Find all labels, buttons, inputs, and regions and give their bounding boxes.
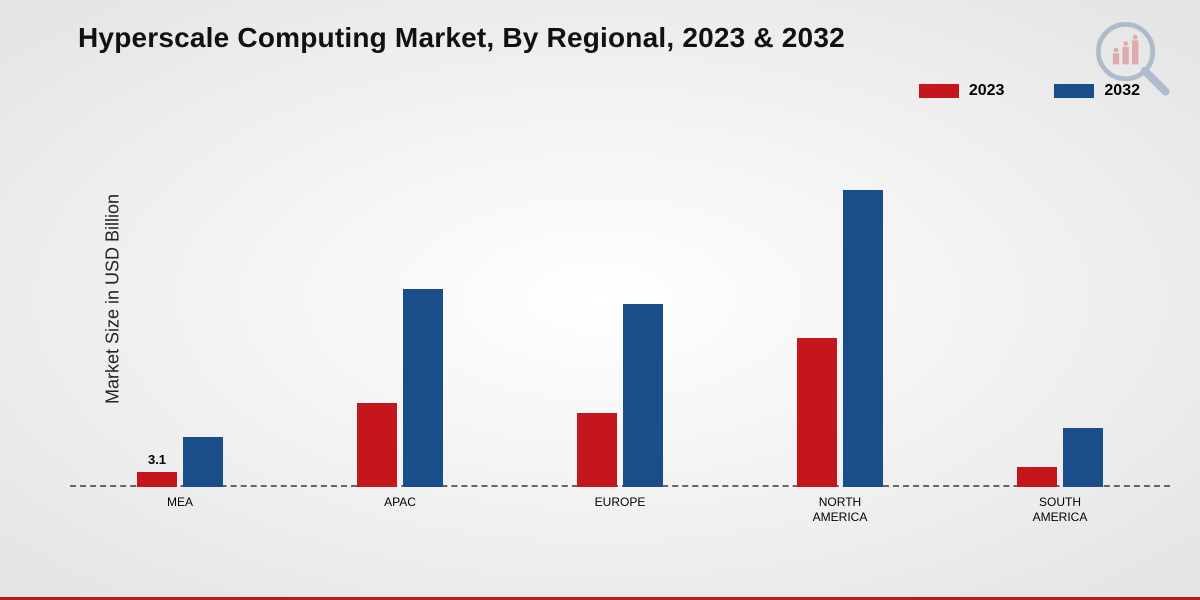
legend-item-2032: 2032	[1054, 82, 1140, 100]
bar-series2	[403, 289, 443, 487]
plot-area: 3.1 MEA APAC EUROPE NORTHAMERICA SOUTHAMERIC…	[70, 140, 1170, 527]
x-axis-tick-label: NORTHAMERICA	[780, 491, 900, 527]
bar-group	[577, 140, 663, 487]
bar-series2	[623, 304, 663, 487]
bar-series1	[797, 338, 837, 487]
legend-swatch-2032	[1054, 84, 1094, 98]
bar-groups: 3.1	[70, 140, 1170, 487]
bar-group: 3.1	[137, 140, 223, 487]
x-axis-tick-label: APAC	[340, 491, 460, 527]
bar-series1	[577, 413, 617, 487]
x-axis-tick-label: EUROPE	[560, 491, 680, 527]
chart-canvas: Hyperscale Computing Market, By Regional…	[0, 0, 1200, 600]
bar-value-label: 3.1	[148, 452, 166, 467]
legend-label-2023: 2023	[969, 82, 1005, 100]
legend-label-2032: 2032	[1104, 82, 1140, 100]
x-axis-tick-label: MEA	[120, 491, 240, 527]
chart-title: Hyperscale Computing Market, By Regional…	[78, 22, 845, 54]
bar-series1	[1017, 467, 1057, 487]
legend: 2023 2032	[919, 82, 1140, 100]
x-axis-tick-label: SOUTHAMERICA	[1000, 491, 1120, 527]
bar-group	[1017, 140, 1103, 487]
bar-group	[797, 140, 883, 487]
bar-series2	[1063, 428, 1103, 487]
bar-group	[357, 140, 443, 487]
bar-series2	[843, 190, 883, 487]
bar-series1	[357, 403, 397, 487]
bar-series1: 3.1	[137, 472, 177, 487]
legend-item-2023: 2023	[919, 82, 1005, 100]
bar-series2	[183, 437, 223, 487]
legend-swatch-2023	[919, 84, 959, 98]
x-axis-labels: MEA APAC EUROPE NORTHAMERICA SOUTHAMERICA	[70, 491, 1170, 527]
